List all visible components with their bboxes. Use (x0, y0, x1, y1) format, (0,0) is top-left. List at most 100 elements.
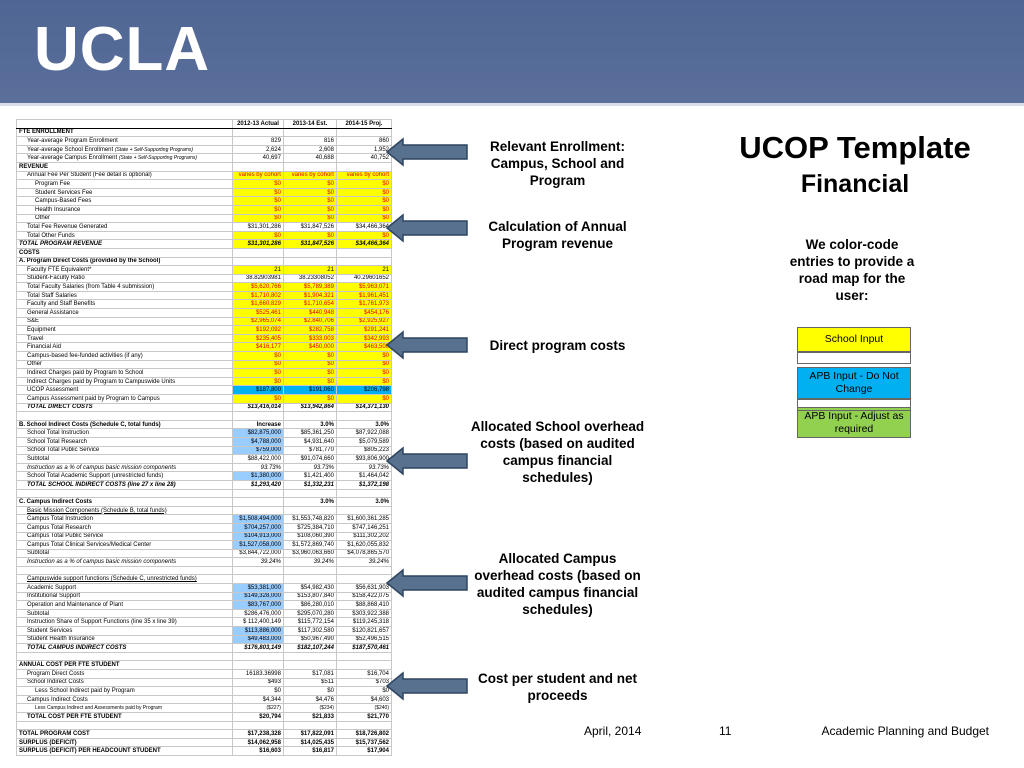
label-text: Subtotal (27, 610, 50, 617)
label-text: Academic Support (27, 584, 77, 591)
footer-org: Academic Planning and Budget (821, 724, 989, 738)
value-cell: $17,904 (335, 746, 393, 756)
label-text: Instruction Share of Support Functions (… (27, 619, 177, 626)
logo: UCLA (34, 15, 211, 84)
legend-item: APB Input - Do Not Change (797, 367, 911, 399)
table-row: Year-average School Enrollment (State + … (15, 144, 393, 155)
arrow (385, 213, 468, 243)
label-text: School Total Instruction (27, 430, 89, 437)
label-text: Basic Mission Components (Schedule B, to… (27, 507, 167, 514)
callout: Allocated Campus overhead costs (based o… (474, 551, 641, 617)
label-text: Faculty FTE Equivalent* (27, 266, 92, 273)
label-text: Health Insurance (35, 206, 81, 213)
subtitle: Financial (800, 170, 910, 198)
label-text: Subtotal (27, 550, 50, 557)
label-text: TOTAL PROGRAM REVENUE (19, 241, 103, 248)
label-text: Student Health Insurance (27, 636, 95, 643)
label-text: FTE ENROLLMENT (19, 129, 74, 136)
table-row: Indirect Charges paid by Program to Camp… (15, 376, 393, 387)
label-text: Financial Aid (27, 344, 62, 351)
label-text: TOTAL COST PER FTE STUDENT (27, 713, 122, 720)
label-text: REVENUE (19, 163, 49, 170)
header-band: UCLA (0, 0, 1024, 106)
label-text: TOTAL SCHOOL INDIRECT COSTS (line 27 x l… (27, 481, 176, 488)
label-text: B. School Indirect Costs (Schedule C, to… (19, 421, 161, 428)
label-text: Travel (27, 335, 44, 342)
footer-date: April, 2014 (584, 724, 642, 738)
label-text: TOTAL PROGRAM COST (19, 730, 90, 737)
label-text: Student Services (27, 627, 73, 634)
callout: Allocated School overhead costs (based o… (470, 419, 645, 485)
label-text: SURPLUS (DEFICIT) PER HEADCOUNT STUDENT (19, 748, 161, 755)
label-text: Faculty and Staff Benefits (27, 301, 96, 308)
label-text: ANNUAL COST PER FTE STUDENT (19, 662, 120, 669)
label-text: Indirect Charges paid by Program to Scho… (27, 370, 144, 377)
label-text: School Total Research (27, 438, 87, 445)
arrow (385, 446, 468, 476)
label-text: Campus Total Public Service (27, 533, 104, 540)
label-text: SURPLUS (DEFICIT) (19, 739, 77, 746)
table-row: Total Staff Salaries $1,710,802 $1,904,321… (15, 290, 393, 301)
legend-item: School Input (797, 327, 911, 352)
title: UCOP Template (739, 130, 971, 165)
arrow (385, 330, 468, 360)
callout: Direct program costs (489, 338, 626, 353)
label-text: TOTAL DIRECT COSTS (27, 404, 93, 411)
spreadsheet: 2012-13 Actual 2013-14 Est. 2014-15 Proj. F… (15, 119, 393, 756)
label-text: A. Program Direct Costs (provided by the… (19, 258, 161, 265)
label-text: Less Campus Indirect and Assessments pai… (35, 704, 163, 711)
label-text: School Total Public Service (27, 447, 100, 454)
label-text: Year-average Campus Enrollment (27, 155, 118, 162)
callout: Cost per student and net proceeds (477, 671, 637, 703)
label-text: Annual Fee Per Student (Fee detail is op… (27, 172, 152, 179)
label-text: Subtotal (27, 455, 50, 462)
label-text: S&E (27, 318, 40, 325)
label-text: Total Faculty Salaries (from Table 4 sub… (27, 284, 155, 291)
label-note: (State + Self-Supporting Programs) (114, 146, 194, 153)
label-text: Campus-based fee-funded activities (if a… (27, 352, 143, 359)
table-row: SURPLUS (DEFICIT) PER HEADCOUNT STUDENT $… (15, 746, 393, 756)
label-text: Campus-Based Fees (35, 198, 92, 205)
label-text: Indirect Charges paid by Program to Camp… (27, 378, 176, 385)
label-text: Campus Total Clinical Services/Medical C… (27, 541, 152, 548)
label-text: Campus Total Instruction (27, 516, 93, 523)
label-text: Equipment (27, 327, 56, 334)
label-text: Instruction as a % of campus basic missi… (27, 464, 177, 471)
callout: Relevant Enrollment: Campus, School and … (489, 139, 626, 188)
table-row: TOTAL CAMPUS INDIRECT COSTS $176,803,149 $… (15, 643, 393, 653)
label-text: C. Campus Indirect Costs (19, 498, 93, 505)
arrow (385, 671, 468, 701)
table-row: Program Fee $0 $0 $0 (15, 179, 393, 189)
row-label: SURPLUS (DEFICIT) PER HEADCOUNT STUDENT (15, 746, 234, 756)
legend-gap (797, 352, 911, 364)
table-row: Faculty and Staff Benefits $1,660,829 $1,7… (15, 299, 393, 310)
label-text: Campus Assessment paid by Program to Cam… (27, 395, 160, 402)
arrow (385, 137, 468, 167)
label-note: (State + Self-Supporting Programs) (118, 155, 198, 162)
legend-gap (797, 399, 911, 411)
label-text: TOTAL CAMPUS INDIRECT COSTS (27, 645, 127, 652)
table-row: Campus-based fee-funded activities (if a… (15, 351, 393, 361)
legend-note: We color-code entries to provide a road … (789, 237, 915, 303)
label-text: Other (35, 215, 51, 222)
arrow (385, 568, 468, 598)
table-row: Instruction Share of Support Functions (… (15, 617, 393, 628)
label-text: Student Services Fee (35, 189, 93, 196)
label-text: Total Fee Revenue Generated (27, 223, 108, 230)
label-text: General Assistance (27, 309, 79, 316)
label-text: School Total Academic Support (unrestric… (27, 473, 164, 480)
label-text: Program Fee (35, 180, 71, 187)
label-text: Instruction as a % of campus basic missi… (27, 559, 177, 566)
table-row: Indirect Charges paid by Program to Scho… (15, 368, 393, 378)
label-text: Institutional Support (27, 593, 81, 600)
table-row: B. School Indirect Costs (Schedule C, to… (15, 419, 393, 430)
table-row: School Total Research $4,788,000 $4,931,64… (15, 436, 393, 447)
label-text: UCOP Assessment (27, 387, 79, 394)
table-row: Subtotal $286,476,000 $295,070,280 $303,922… (15, 608, 393, 619)
label-text: Campus Indirect Costs (27, 696, 88, 703)
label-text: Less School Indirect paid by Program (35, 687, 135, 694)
table-row: COSTS (15, 247, 393, 258)
label-text: Total Other Funds (27, 232, 75, 239)
label-text: Year-average School Enrollment (27, 146, 114, 153)
